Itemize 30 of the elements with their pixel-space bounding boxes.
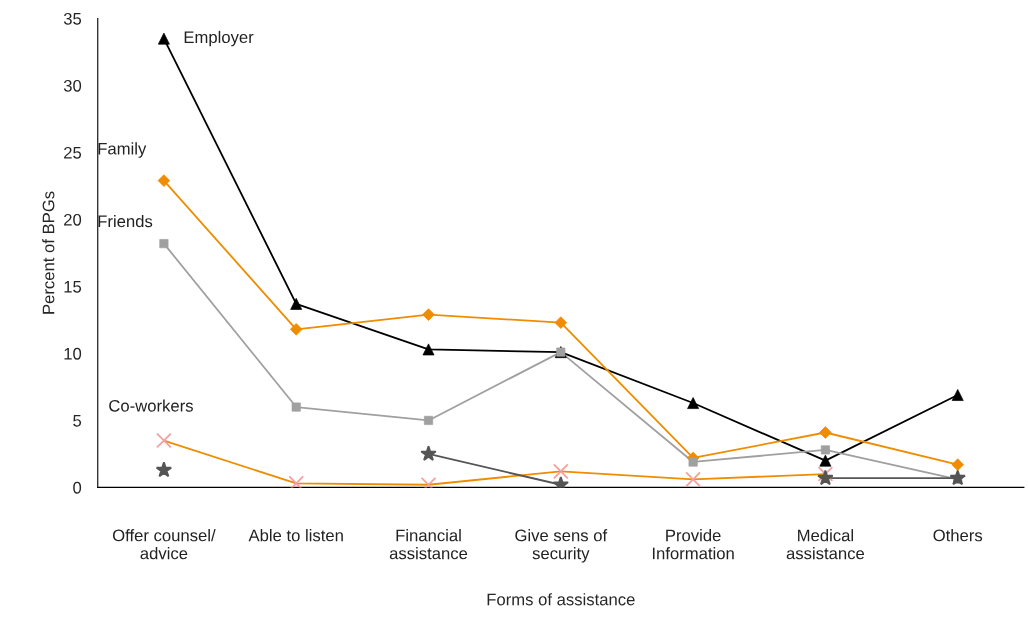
- point: [552, 463, 569, 480]
- point: [288, 475, 305, 488]
- x-tick-label: Offer counsel/ advice: [112, 529, 216, 560]
- y-tick-label: 0: [73, 481, 82, 494]
- series-label: Co-workers: [109, 399, 193, 412]
- x-tick-label: Provide Information: [652, 529, 734, 560]
- point: [420, 445, 437, 462]
- y-tick-label: 25: [64, 146, 82, 159]
- x-tick-label: Medical assistance: [786, 529, 865, 560]
- point: [817, 469, 834, 486]
- y-axis-title: Percent of BPGs: [42, 191, 55, 314]
- y-tick-label: 15: [64, 281, 82, 293]
- point: [155, 461, 173, 478]
- x-tick-label: Give sens of security: [515, 529, 608, 563]
- x-tick-label: Able to listen: [248, 529, 343, 542]
- series-label: Friends: [98, 214, 153, 228]
- point: [949, 469, 966, 486]
- x-axis-title: Forms of assistance: [487, 593, 635, 606]
- y-tick-label: 5: [73, 415, 82, 427]
- series-label: Family: [98, 142, 147, 158]
- series-label: Employer: [184, 30, 254, 47]
- point: [685, 471, 701, 488]
- y-tick-label: 35: [63, 12, 82, 25]
- point: [156, 432, 172, 449]
- point: [817, 466, 834, 482]
- x-tick-label: Financial assistance: [389, 529, 468, 560]
- y-tick-label: 20: [64, 213, 82, 226]
- y-tick-label: 10: [64, 347, 82, 360]
- x-tick-label: Others: [933, 529, 983, 542]
- y-tick-label: 30: [63, 79, 82, 92]
